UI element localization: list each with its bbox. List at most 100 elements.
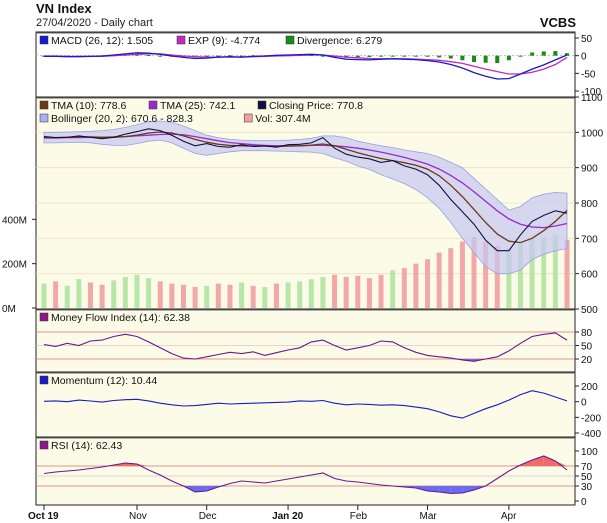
volume-bar (459, 241, 465, 308)
x-tick-label: Feb (350, 511, 368, 522)
legend-swatch (176, 35, 186, 45)
x-tick-label: Apr (501, 511, 517, 522)
volume-bar (169, 283, 175, 308)
volume-tick-label: 0M (2, 304, 16, 315)
volume-bar (227, 284, 233, 308)
volume-bar (134, 274, 140, 308)
divergence-bar (402, 55, 407, 57)
volume-bar (87, 282, 93, 308)
divergence-bar (530, 52, 535, 56)
momentum-tick-label: 200 (581, 382, 598, 393)
divergence-bar (134, 54, 139, 56)
divergence-bar (472, 55, 477, 63)
volume-bar (157, 281, 163, 308)
volume-bar (122, 276, 128, 308)
price-tick-label: 800 (581, 199, 598, 210)
rsi-overbought-fill (532, 456, 544, 466)
rsi-tick-label: 0 (581, 497, 587, 508)
bollinger-band (43, 120, 568, 275)
volume-bar (483, 241, 489, 308)
volume-tick-label: 200M (2, 260, 27, 271)
momentum-tick-label: 0 (581, 398, 587, 409)
volume-bar (76, 279, 82, 308)
x-tick-label: Nov (129, 511, 147, 522)
price-tick-label: 600 (581, 270, 598, 281)
mfi-tick-label: 50 (581, 342, 593, 353)
volume-bar (390, 270, 396, 308)
volume-bar (262, 286, 268, 308)
divergence-bar (158, 55, 163, 57)
legend-label: RSI (14): 62.43 (51, 440, 122, 452)
macd-tick-label: -50 (581, 69, 596, 80)
volume-bar (355, 275, 361, 308)
macd-line (44, 52, 568, 80)
divergence-bar (239, 55, 244, 57)
volume-bar (285, 282, 291, 308)
legend-swatch (39, 440, 49, 450)
volume-bar (541, 237, 547, 308)
divergence-bar (460, 55, 465, 61)
volume-bar (239, 282, 245, 308)
volume-bar (215, 283, 221, 308)
legend-swatch (39, 113, 49, 123)
mfi-tick-label: 20 (581, 355, 593, 366)
divergence-bar (541, 51, 546, 56)
divergence-bar (204, 55, 209, 57)
divergence-bar (146, 54, 151, 56)
volume-bar (529, 239, 535, 308)
divergence-bar (553, 51, 558, 56)
price-tick-label: 1100 (581, 93, 603, 104)
mfi-panel (35, 308, 576, 373)
volume-bar (204, 285, 210, 308)
rsi-panel (35, 436, 576, 506)
legend-swatch (39, 35, 49, 45)
legend-label: MACD (26, 12): 1.505 (51, 35, 153, 47)
legend-swatch (39, 100, 49, 110)
legend-label: Divergence: 6.279 (297, 35, 382, 47)
chart-subtitle: 27/04/2020 - Daily chart (36, 17, 153, 29)
rsi-tick-label: 50 (581, 472, 593, 483)
volume-bar (64, 285, 70, 308)
divergence-bar (565, 53, 569, 56)
volume-bar (192, 286, 198, 308)
volume-bar (471, 237, 477, 308)
legend-label: TMA (25): 742.1 (160, 100, 235, 112)
price-tick-label: 500 (581, 305, 598, 316)
divergence-bar (367, 55, 372, 58)
legend-swatch (39, 375, 49, 385)
volume-bar (332, 274, 338, 308)
macd-tick-label: 50 (581, 34, 593, 45)
price-tick-label: 700 (581, 234, 598, 245)
volume-bar (378, 274, 384, 308)
closing-price-line (43, 128, 568, 252)
volume-bar (273, 283, 279, 308)
volume-bar (518, 243, 524, 308)
volume-bar (111, 280, 117, 308)
exp-line (44, 53, 568, 75)
momentum-tick-label: -200 (581, 413, 601, 424)
rsi-oversold-fill (427, 486, 440, 492)
macd-tick-label: 0 (581, 52, 587, 63)
x-tick-label: Jan 20 (272, 511, 304, 522)
volume-bar (53, 281, 59, 308)
volume-bar (308, 279, 314, 308)
volume-bar (250, 285, 256, 308)
legend-label: Bollinger (20, 2): 670.6 - 828.3 (51, 113, 193, 125)
divergence-bar (448, 55, 453, 59)
macd-tick-label: -100 (581, 87, 601, 98)
price-tick-label: 900 (581, 164, 598, 175)
divergence-bar (518, 55, 523, 57)
tma10-line (44, 131, 568, 244)
x-tick-label: Oct 19 (28, 511, 59, 522)
legend-swatch (243, 113, 253, 123)
chart-title: VN Index (36, 1, 92, 16)
divergence-bar (413, 55, 418, 57)
legend-label: TMA (10): 778.6 (51, 100, 126, 112)
rsi-oversold-fill (462, 486, 475, 493)
divergence-bar (320, 55, 325, 57)
legend-swatch (39, 312, 49, 322)
legend-label: EXP (9): -4.774 (188, 35, 260, 47)
volume-bar (448, 248, 454, 308)
